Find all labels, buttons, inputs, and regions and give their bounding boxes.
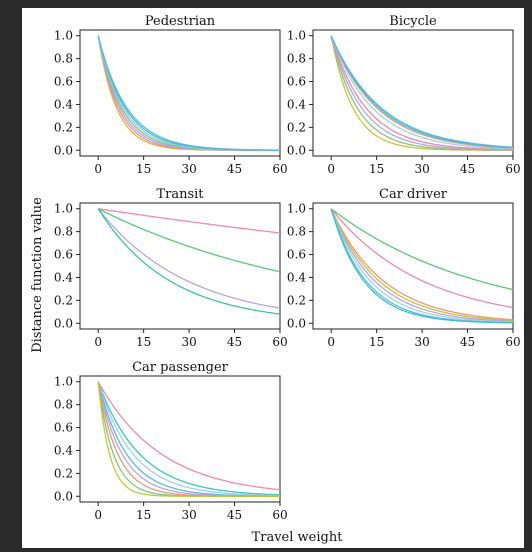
- y-tick-label: 0.6: [54, 248, 73, 262]
- x-tick-label: 60: [505, 335, 520, 349]
- series-line-2: [330, 208, 514, 321]
- plot-frame: [79, 29, 281, 157]
- plot-frame: [79, 375, 281, 503]
- y-tick-label: 0.8: [287, 225, 306, 239]
- series-line-4: [330, 35, 514, 150]
- y-tick-label: 1.0: [287, 29, 306, 43]
- y-tick-label: 1.0: [54, 29, 73, 43]
- panel-title: Pedestrian: [145, 14, 216, 29]
- series-line-7: [97, 381, 280, 497]
- x-tick-label: 15: [136, 335, 151, 349]
- figure-background: [22, 8, 524, 548]
- series-line-3: [97, 208, 281, 315]
- x-tick-label: 15: [136, 508, 151, 522]
- x-tick-label: 45: [227, 335, 242, 349]
- y-tick-label: 0.6: [287, 248, 306, 262]
- y-tick-label: 0.2: [287, 293, 306, 307]
- series-line-7: [330, 208, 514, 324]
- x-tick-label: 30: [414, 162, 429, 176]
- series-line-5: [330, 35, 514, 149]
- x-tick-label: 30: [414, 335, 429, 349]
- x-tick-label: 45: [227, 162, 242, 176]
- y-tick-label: 0.0: [287, 143, 306, 157]
- series-line-7: [330, 35, 514, 148]
- x-tick-label: 60: [272, 162, 287, 176]
- y-tick-label: 0.0: [287, 316, 306, 330]
- series-line-0: [98, 208, 281, 234]
- x-tick-label: 60: [272, 335, 287, 349]
- x-tick-label: 30: [181, 162, 196, 176]
- plot-frame: [312, 202, 514, 330]
- x-tick-label: 0: [327, 335, 335, 349]
- figure-xlabel: Travel weight: [252, 530, 344, 545]
- series-line-1: [97, 208, 281, 273]
- y-tick-label: 1.0: [54, 202, 73, 216]
- x-tick-label: 15: [136, 162, 151, 176]
- y-tick-label: 0.4: [54, 270, 73, 284]
- series-line-2: [97, 208, 281, 309]
- x-tick-label: 15: [369, 335, 384, 349]
- series-line-1: [97, 381, 281, 496]
- y-tick-label: 0.6: [287, 75, 306, 89]
- y-tick-label: 0.6: [54, 75, 73, 89]
- x-tick-label: 60: [505, 162, 520, 176]
- y-tick-label: 0.2: [54, 120, 73, 134]
- y-tick-label: 0.2: [287, 120, 306, 134]
- series-line-4: [330, 208, 514, 323]
- y-tick-label: 1.0: [287, 202, 306, 216]
- figure-ylabel: Distance function value: [30, 197, 45, 353]
- series-line-6: [330, 35, 514, 149]
- x-tick-label: 45: [227, 508, 242, 522]
- panel-2: Transit 0 15 30 45 60 0.0 0.2 0.4 0.6 0.8 1.0: [54, 187, 288, 349]
- y-tick-label: 0.2: [54, 293, 73, 307]
- panel-title: Transit: [156, 187, 204, 202]
- y-tick-label: 0.8: [54, 225, 73, 239]
- panel-title: Bicycle: [389, 14, 437, 29]
- y-tick-label: 0.4: [54, 97, 73, 111]
- series-line-2: [330, 35, 514, 151]
- series-line-5: [330, 208, 514, 323]
- x-tick-label: 0: [94, 335, 102, 349]
- series-line-2: [97, 381, 281, 497]
- plot-frame: [312, 29, 514, 157]
- panel-1: Bicycle 0 15 30 45 60 0.0 0.2 0.4 0.6 0.8 1.0: [287, 14, 521, 176]
- y-tick-label: 0.4: [54, 443, 73, 457]
- y-tick-label: 0.6: [54, 421, 73, 435]
- panel-4: Car passenger 0 15 30 45 60 0.0 0.2 0.4 0.6 0.8 1.0: [54, 360, 288, 522]
- x-tick-label: 0: [94, 508, 102, 522]
- x-tick-label: 0: [327, 162, 335, 176]
- y-tick-label: 0.0: [54, 489, 73, 503]
- series-line-0: [97, 381, 281, 491]
- y-tick-label: 0.8: [287, 52, 306, 66]
- y-tick-label: 0.0: [54, 316, 73, 330]
- y-tick-label: 1.0: [54, 375, 73, 389]
- y-tick-label: 0.4: [287, 270, 306, 284]
- series-line-6: [97, 35, 281, 151]
- x-tick-label: 45: [460, 162, 475, 176]
- y-tick-label: 0.2: [54, 466, 73, 480]
- panel-3: Car driver 0 15 30 45 60 0.0 0.2 0.4 0.6 0.8 1.0: [287, 187, 521, 349]
- x-tick-label: 30: [181, 335, 196, 349]
- series-line-1: [330, 208, 514, 309]
- y-tick-label: 0.8: [54, 52, 73, 66]
- y-tick-label: 0.8: [54, 398, 73, 412]
- x-tick-label: 60: [272, 508, 287, 522]
- x-tick-label: 30: [181, 508, 196, 522]
- panel-title: Car driver: [379, 187, 448, 202]
- x-tick-label: 0: [94, 162, 102, 176]
- x-tick-label: 15: [369, 162, 384, 176]
- y-tick-label: 0.0: [54, 143, 73, 157]
- series-line-3: [330, 208, 514, 322]
- panel-0: Pedestrian 0 15 30 45 60 0.0 0.2 0.4 0.6 0.8 1.0: [54, 14, 288, 176]
- series-line-3: [330, 35, 514, 151]
- series-line-0: [330, 208, 514, 291]
- x-tick-label: 45: [460, 335, 475, 349]
- plot-frame: [79, 202, 281, 330]
- y-tick-label: 0.4: [287, 97, 306, 111]
- panel-title: Car passenger: [132, 360, 229, 375]
